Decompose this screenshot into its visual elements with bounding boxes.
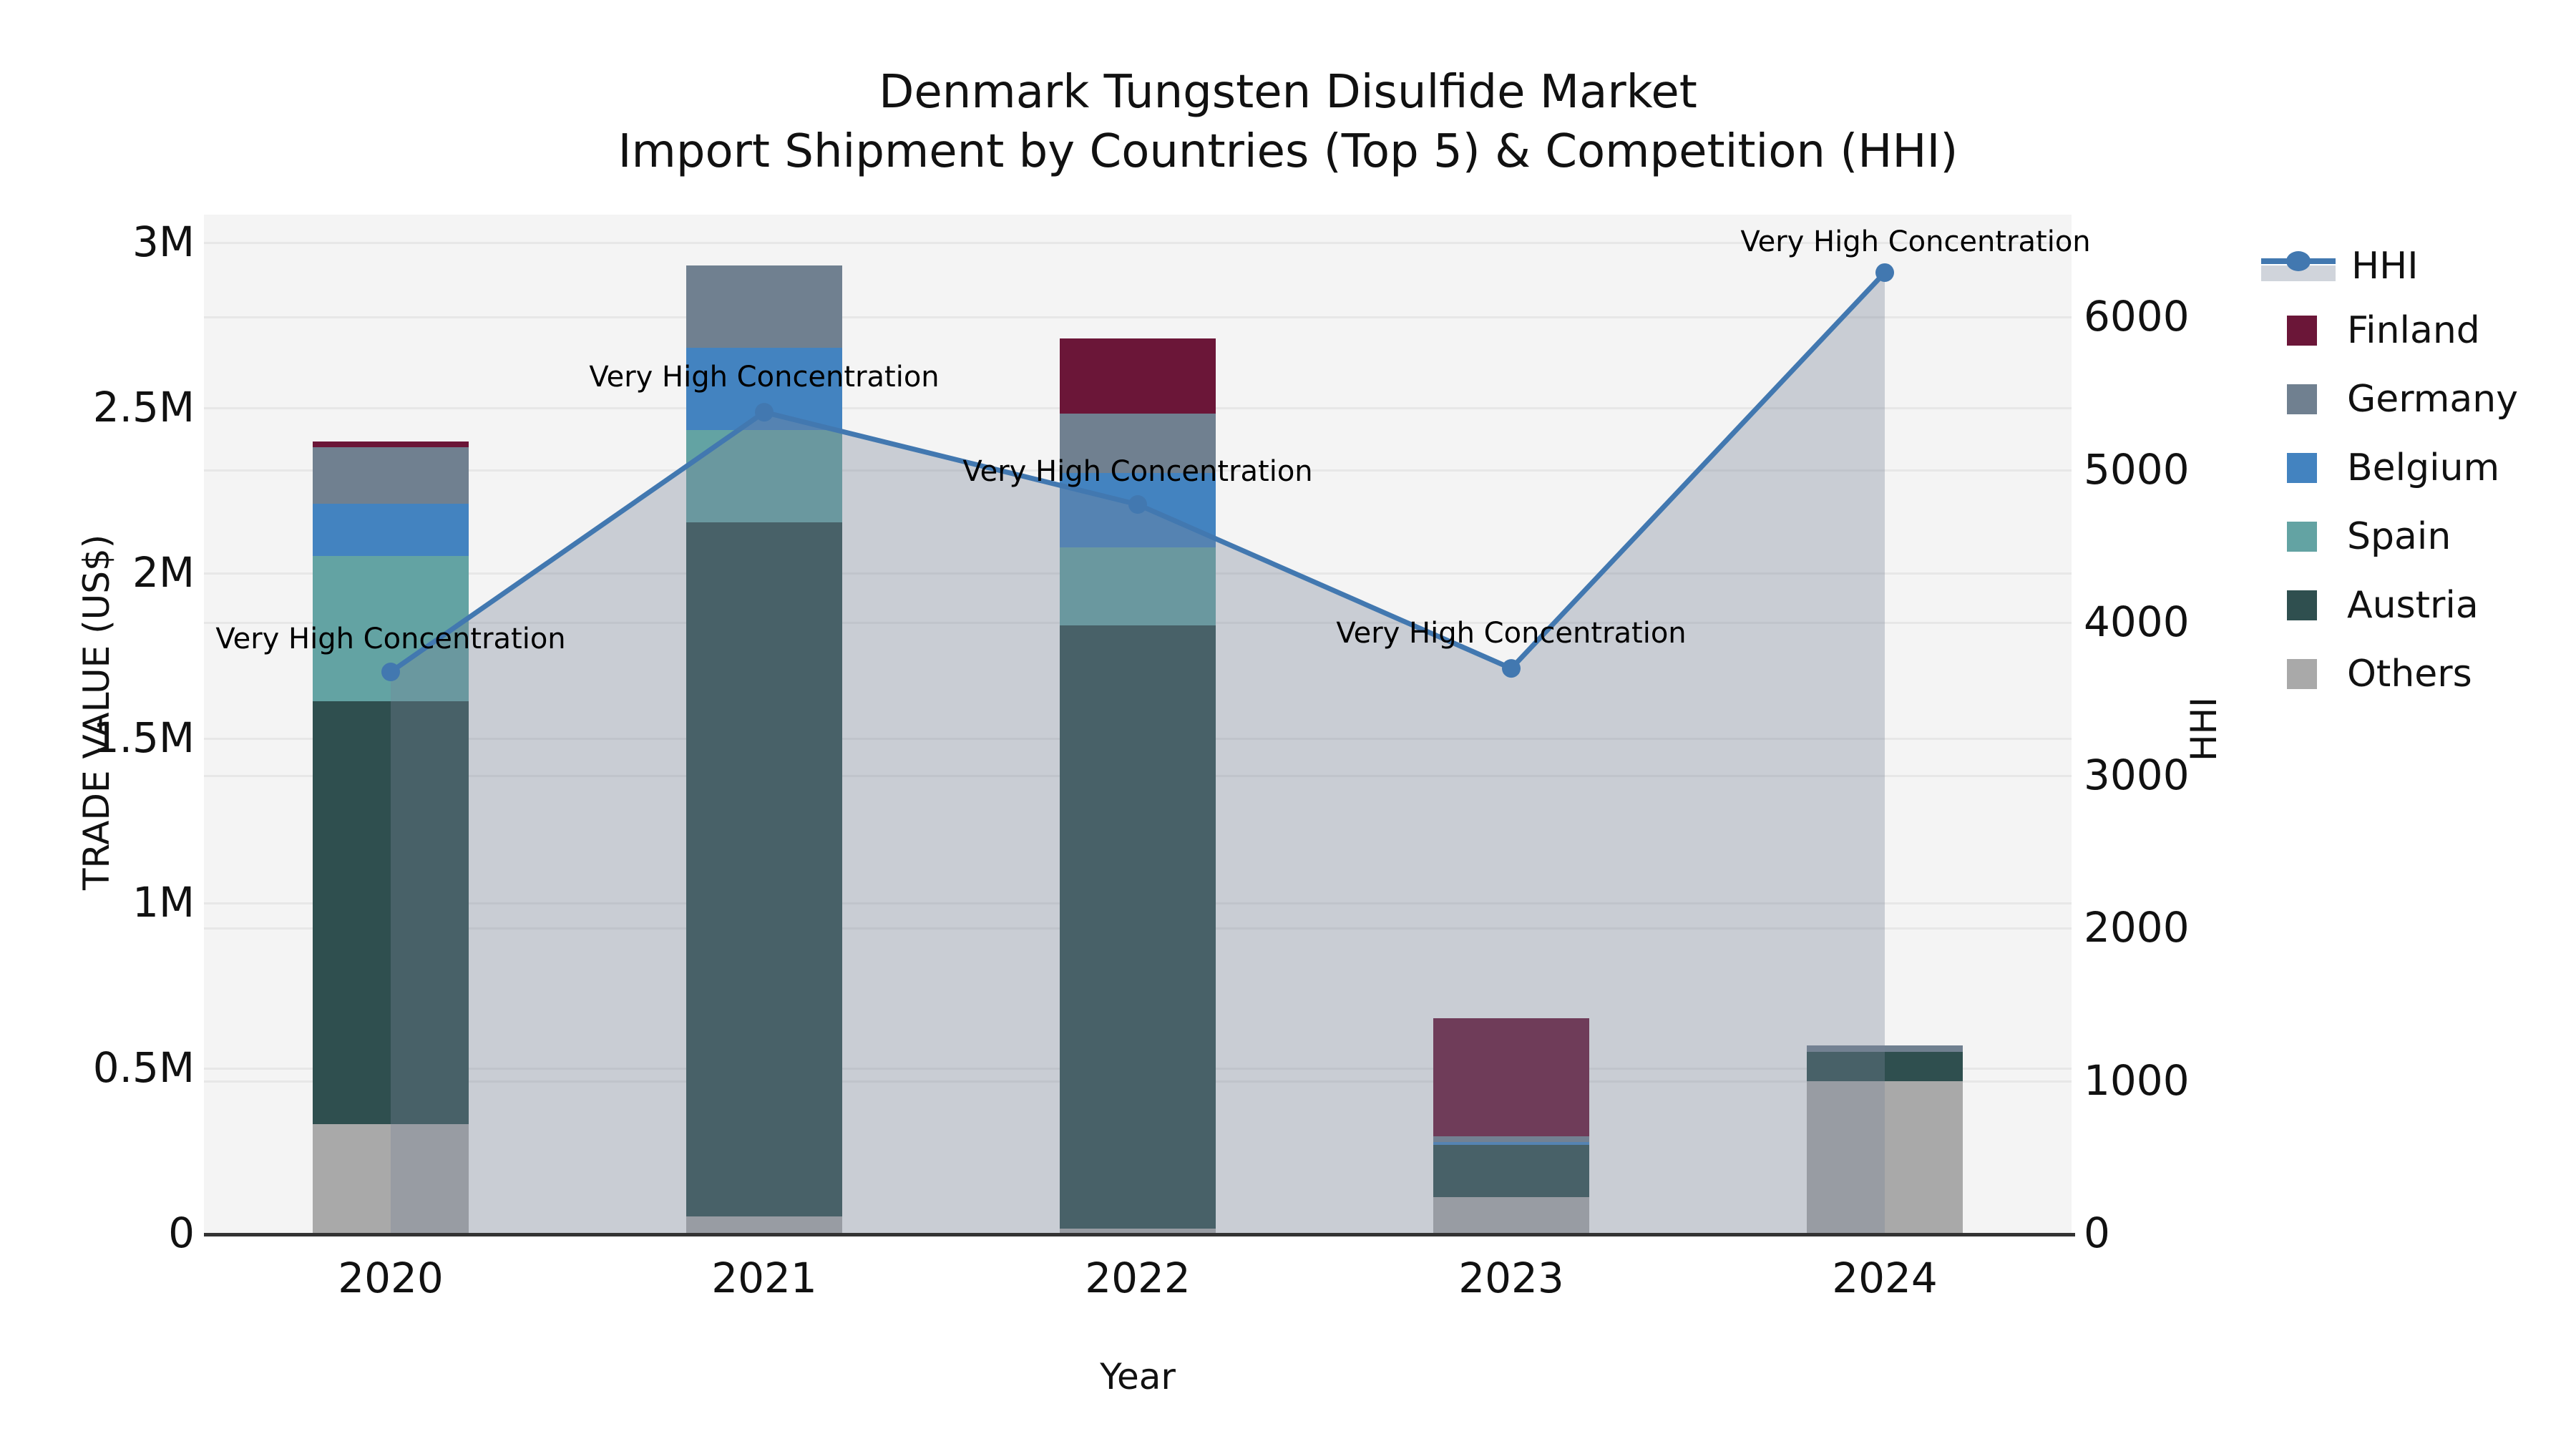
annotation-2024: Very High Concentration [1740,225,2091,258]
ytick-right-3000: 3000 [2084,750,2190,799]
bar-2023-austria [1433,1145,1589,1198]
bar-2021-germany [686,265,842,348]
xtick-2023: 2023 [1458,1254,1564,1302]
gridline-right [204,316,2072,318]
bar-2020-others [313,1124,469,1233]
bar-2020-belgium [313,503,469,556]
legend-item-others: Others [2261,650,2472,698]
bar-2023-others [1433,1197,1589,1233]
hhi-marker-2021 [755,403,774,422]
ytick-left-1M: 1M [132,878,195,927]
xtick-2022: 2022 [1085,1254,1191,1302]
legend-swatch-finland [2287,316,2317,346]
annotation-2022: Very High Concentration [962,455,1313,489]
ytick-right-0: 0 [2084,1209,2110,1257]
ytick-left-0: 0 [168,1209,195,1257]
x-axis-label: Year [1100,1356,1176,1397]
xtick-2020: 2020 [338,1254,444,1302]
legend-item-austria: Austria [2261,582,2479,629]
legend-label-spain: Spain [2347,515,2451,558]
legend-item-belgium: Belgium [2261,444,2499,492]
legend-item-hhi: HHI [2261,243,2419,290]
chart-title-line2: Import Shipment by Countries (Top 5) & C… [618,125,1958,179]
annotation-2020: Very High Concentration [215,623,566,656]
bar-2022-finland [1060,338,1216,414]
bar-2022-austria [1060,625,1216,1229]
legend-item-germany: Germany [2261,376,2518,423]
ytick-right-6000: 6000 [2084,292,2190,341]
chart-title-line1: Denmark Tungsten Disulfide Market [879,66,1697,119]
legend-label-belgium: Belgium [2347,447,2500,489]
legend-label-others: Others [2347,653,2472,696]
legend-item-spain: Spain [2261,513,2451,560]
gridline-left [204,242,2072,244]
ytick-right-4000: 4000 [2084,597,2190,646]
ytick-right-5000: 5000 [2084,444,2190,494]
annotation-2023: Very High Concentration [1336,617,1687,650]
chart-title: Denmark Tungsten Disulfide Market Import… [0,63,2576,182]
legend-swatch-others [2287,659,2317,689]
bar-2021-others [686,1216,842,1233]
bar-2022-germany [1060,414,1216,474]
ytick-left-1.5M: 1.5M [92,713,195,762]
ytick-right-1000: 1000 [2084,1055,2190,1105]
y-axis-label-right: HHI [2183,697,2225,761]
legend-label-germany: Germany [2347,378,2519,421]
legend-label-hhi: HHI [2351,245,2419,288]
bar-2023-germany [1433,1136,1589,1143]
hhi-area [391,272,1885,1234]
x-axis-line [204,1233,2075,1236]
xtick-2021: 2021 [711,1254,817,1302]
ytick-left-2M: 2M [132,547,195,597]
ytick-left-0.5M: 0.5M [92,1043,195,1093]
bar-2023-belgium [1433,1142,1589,1146]
legend-swatch-spain [2287,522,2317,552]
legend-swatch-belgium [2287,453,2317,483]
ytick-left-2.5M: 2.5M [92,382,195,431]
hhi-marker-2024 [1875,263,1894,282]
bar-2023-finland [1433,1018,1589,1136]
ytick-right-2000: 2000 [2084,903,2190,952]
legend-item-finland: Finland [2261,307,2480,354]
legend-label-austria: Austria [2347,584,2479,627]
legend-hhi-line-sample [2261,250,2336,283]
bar-2022-spain [1060,547,1216,625]
legend-label-finland: Finland [2347,309,2480,352]
hhi-marker-2022 [1128,495,1147,514]
bar-2021-austria [686,522,842,1216]
bar-2020-germany [313,447,469,504]
annotation-2021: Very High Concentration [589,361,940,394]
bar-2022-others [1060,1228,1216,1233]
legend-swatch-austria [2287,590,2317,620]
ytick-left-3M: 3M [132,218,195,266]
bar-2024-others [1807,1081,1963,1233]
bar-2020-finland [313,441,469,448]
legend-swatch-germany [2287,384,2317,414]
bar-2024-austria [1807,1052,1963,1082]
bar-2024-germany [1807,1045,1963,1052]
hhi-marker-2023 [1502,659,1521,678]
hhi-marker-2020 [381,663,400,682]
bar-2020-austria [313,701,469,1125]
xtick-2024: 2024 [1832,1254,1938,1302]
y-axis-label-left: TRADE VALUE (US$) [76,534,117,890]
